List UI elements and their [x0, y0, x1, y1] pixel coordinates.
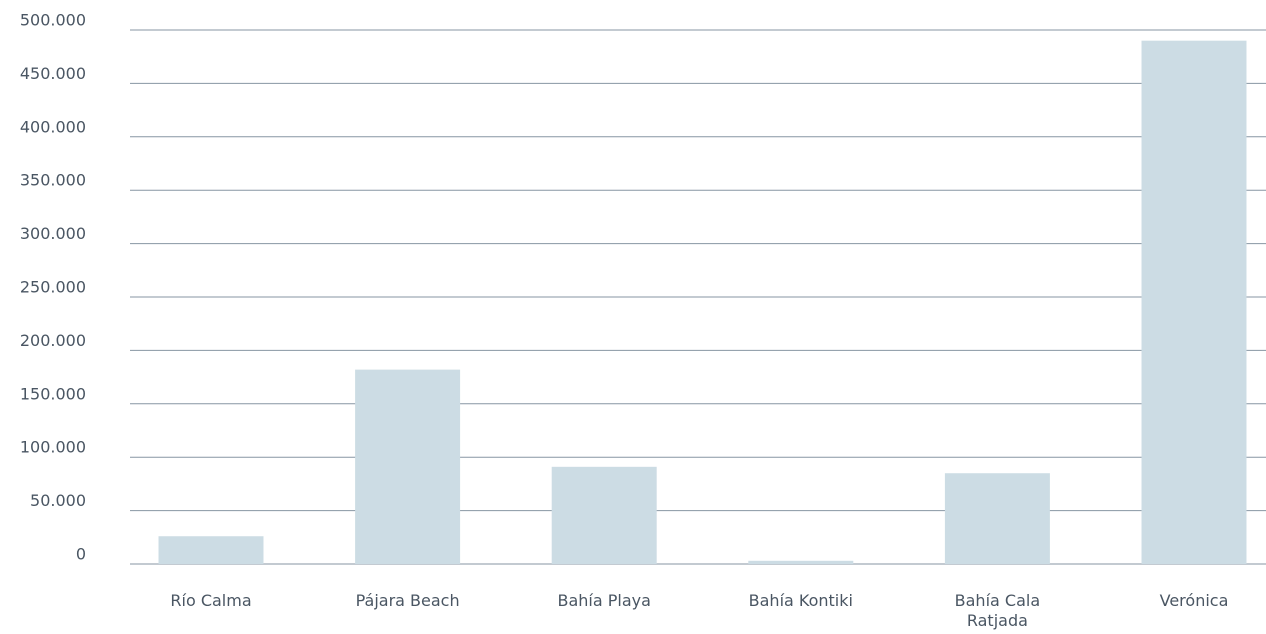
x-tick-label: Río Calma [170, 591, 252, 610]
y-tick-label: 50.000 [30, 491, 86, 510]
x-tick-label: Bahía Cala Ratjada [954, 591, 1041, 630]
y-tick-label: 300.000 [20, 224, 86, 243]
x-tick-label: Pájara Beach [355, 591, 460, 610]
bar [551, 466, 657, 564]
y-tick-label: 200.000 [20, 331, 86, 350]
y-tick-label: 100.000 [20, 438, 86, 457]
y-tick-label: 250.000 [20, 278, 86, 297]
y-tick-label: 350.000 [20, 171, 86, 190]
y-tick-label: 450.000 [20, 64, 86, 83]
bar [1141, 40, 1247, 565]
bar [158, 536, 264, 564]
x-tick-label: Bahía Kontiki [748, 591, 853, 610]
y-tick-label: 500.000 [20, 11, 86, 30]
x-tick-label: Bahía Playa [557, 591, 651, 610]
bar [355, 369, 461, 564]
y-tick-label: 0 [76, 545, 86, 564]
bar [944, 473, 1050, 564]
x-tick-label: Verónica [1159, 591, 1229, 610]
bar [748, 560, 854, 564]
y-tick-label: 150.000 [20, 384, 86, 403]
y-tick-label: 400.000 [20, 117, 86, 136]
